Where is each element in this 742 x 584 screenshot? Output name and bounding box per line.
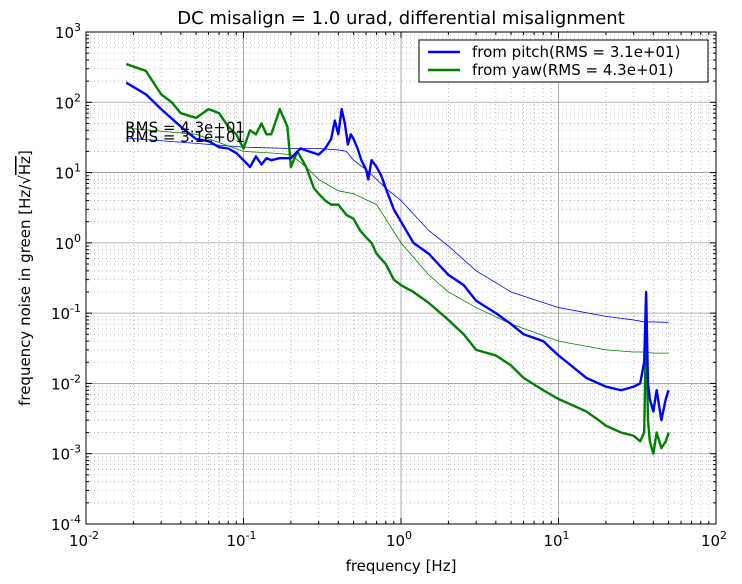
- rms-annotation: RMS = 4.3e+01: [125, 118, 245, 136]
- rms-curve-1: [126, 137, 669, 323]
- tick-exponent: 2: [74, 91, 81, 104]
- x-axis-label: frequency [Hz]: [346, 557, 457, 575]
- rms-curve-2: [126, 127, 669, 354]
- y-axis-label-radicand: Hz: [16, 156, 34, 175]
- tick-exponent: 0: [74, 232, 81, 245]
- y-axis-label-radical: √: [16, 175, 34, 185]
- legend-label: from yaw(RMS = 4.3e+01): [472, 61, 673, 79]
- tick-base: 10: [51, 305, 70, 323]
- rms-annotation: RMS = 3.1e+01: [125, 128, 245, 146]
- tick-exponent: 1: [74, 162, 81, 175]
- tick-base: 10: [55, 235, 74, 253]
- legend-box: [418, 39, 709, 83]
- tick-exponent: -4: [70, 513, 81, 526]
- tick-exponent: 3: [74, 21, 81, 34]
- tick-exponent: -1: [246, 529, 257, 542]
- x-tick-label: 101: [543, 529, 569, 550]
- legend-label: from pitch(RMS = 3.1e+01): [472, 43, 680, 61]
- data-series: [125, 62, 670, 455]
- tick-base: 10: [55, 94, 74, 112]
- tick-base: 10: [701, 532, 720, 550]
- tick-base: 10: [55, 165, 74, 183]
- y-tick-label: 100: [55, 232, 81, 253]
- y-axis-label-after: ]: [16, 150, 34, 156]
- series-line-pitch: [125, 81, 670, 422]
- axis-ticks: [85, 31, 717, 525]
- y-tick-label: 10-4: [51, 513, 81, 534]
- tick-base: 10: [69, 532, 88, 550]
- tick-exponent: 1: [563, 529, 570, 542]
- y-tick-label: 103: [55, 21, 81, 42]
- x-tick-label: 100: [386, 529, 412, 550]
- x-tick-label: 10-1: [226, 529, 256, 550]
- y-tick-label: 10-1: [51, 302, 81, 323]
- tick-exponent: -1: [70, 302, 81, 315]
- rms-curves: [126, 127, 669, 354]
- y-axis-label-group: frequency noise in green [Hz/√Hz]: [16, 150, 34, 406]
- tick-base: 10: [51, 446, 70, 464]
- y-tick-label: 101: [55, 162, 81, 183]
- y-tick-label: 10-3: [51, 443, 81, 464]
- tick-base: 10: [543, 532, 562, 550]
- x-tick-label: 102: [701, 529, 727, 550]
- chart-title: DC misalign = 1.0 urad, differential mis…: [177, 8, 625, 29]
- tick-exponent: 0: [405, 529, 412, 542]
- tick-base: 10: [386, 532, 405, 550]
- tick-exponent: 2: [720, 529, 727, 542]
- y-axis-label-before: frequency noise in green [Hz/: [16, 184, 34, 406]
- tick-base: 10: [226, 532, 245, 550]
- tick-exponent: -2: [88, 529, 99, 542]
- tick-base: 10: [51, 375, 70, 393]
- tick-exponent: -3: [70, 443, 81, 456]
- y-axis-label: frequency noise in green [Hz/√Hz]: [16, 150, 34, 406]
- tick-labels: 10-2 10-1 100 101 10210-410-310-210-11001011…: [51, 21, 727, 550]
- y-tick-label: 102: [55, 91, 81, 112]
- series-line-yaw: [125, 62, 670, 455]
- y-tick-label: 10-2: [51, 372, 81, 393]
- tick-base: 10: [51, 516, 70, 534]
- tick-base: 10: [55, 24, 74, 42]
- legend: from pitch(RMS = 3.1e+01)from yaw(RMS = …: [418, 39, 709, 83]
- tick-exponent: -2: [70, 372, 81, 385]
- x-tick-label: 10-2: [69, 529, 99, 550]
